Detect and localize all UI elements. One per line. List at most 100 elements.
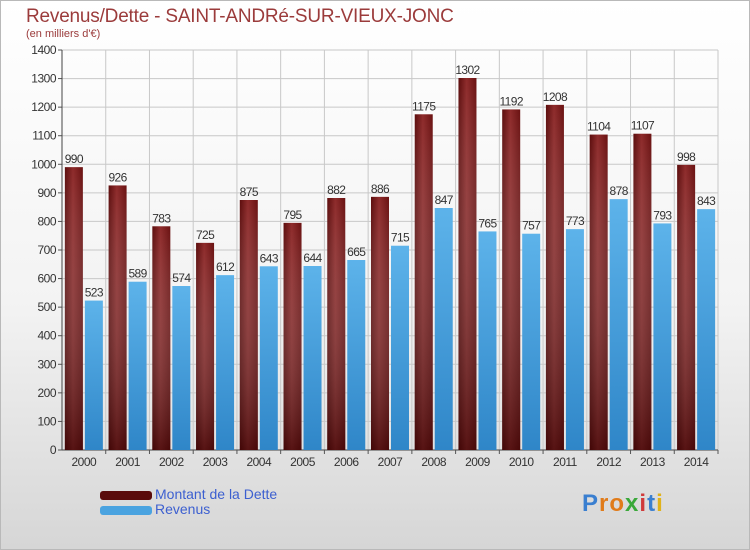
bar-debt-shade [502,109,521,450]
data-label-debt: 783 [152,211,171,225]
bar-revenue [391,245,409,450]
x-tick-label: 2008 [421,455,447,469]
data-labels: 990 523 926 589 783 574 725 612 875 643 795 644 882 6… [65,63,717,300]
data-label-revenue: 574 [172,271,191,285]
bar-debt-shade [371,196,389,450]
bar-revenue [259,266,278,450]
data-label-debt: 882 [327,183,346,197]
y-tick-label: 1300 [31,72,57,86]
y-tick-label: 800 [37,214,56,228]
bar-debt-shade [327,198,346,450]
data-label-revenue: 523 [85,286,104,300]
bar-revenue [434,208,453,450]
x-tick-label: 2011 [553,455,578,469]
x-tick-label: 2012 [596,455,622,469]
y-tick-label: 1100 [32,129,57,143]
logo-letter: r [599,490,610,517]
bar-debt-shade [283,222,302,450]
bar-revenue [347,260,366,450]
logo-letter: i [656,490,664,517]
data-label-debt: 926 [108,170,127,184]
y-tick-label: 200 [37,386,56,400]
data-label-debt: 998 [677,150,696,164]
y-tick-label: 1200 [31,100,57,114]
bar-revenue [478,231,497,450]
bar-debt-shade [633,133,652,450]
data-label-revenue: 765 [478,216,497,230]
data-label-debt: 725 [196,228,215,242]
data-label-revenue: 715 [391,231,410,245]
bar-debt-shade [545,104,564,450]
bar-debt-shade [196,242,215,450]
legend-swatch-revenue [100,506,152,515]
bar-debt-shade [589,134,608,451]
data-label-debt: 795 [283,208,302,222]
data-label-debt: 875 [240,185,259,199]
bar-revenue [697,209,716,450]
data-label-debt: 1192 [499,94,523,108]
proxiti-logo: Proxiti [582,490,664,518]
logo-letter: t [647,490,657,517]
legend-label-debt: Montant de la Dette [155,486,278,502]
data-label-revenue: 644 [303,251,322,265]
bar-revenue [172,286,191,450]
x-tick-label: 2006 [334,455,360,469]
bar-debt-shade [64,167,83,450]
bar-revenue [522,233,541,450]
data-label-debt: 1175 [412,99,436,113]
x-tick-label: 2010 [509,455,535,469]
bar-revenue [84,300,103,450]
bar-debt-shade [152,226,171,450]
bar-revenue [128,281,147,450]
bar-revenue [609,199,628,450]
bar-revenue [653,223,672,450]
axes: 0 100 200 300 400 500 600 700 800 900 1000 1100 1200… [31,43,719,469]
y-tick-label: 1000 [31,157,57,171]
y-tick-label: 500 [37,300,56,314]
bar-revenue [216,275,235,450]
data-label-revenue: 589 [128,267,147,281]
data-label-debt: 1107 [631,119,655,133]
x-tick-label: 2009 [465,455,491,469]
data-label-revenue: 793 [653,208,672,222]
y-tick-label: 300 [37,357,56,371]
bar-debt-shade [414,114,433,451]
data-label-revenue: 757 [522,219,541,233]
data-label-debt: 1104 [587,120,611,134]
logo-letter: x [625,490,640,517]
y-tick-label: 400 [37,329,56,343]
x-tick-label: 2000 [72,455,98,469]
data-label-revenue: 847 [435,193,454,207]
data-label-debt: 886 [371,182,390,196]
x-tick-label: 2001 [115,455,141,469]
x-tick-label: 2002 [159,455,185,469]
bars [64,78,716,451]
logo-letter: o [609,490,626,517]
bar-debt-shade [677,164,696,450]
data-label-revenue: 773 [566,214,585,228]
bar-debt-shade [108,185,127,450]
bar-debt-shade [458,78,477,450]
y-tick-label: 600 [37,272,56,286]
y-tick-label: 700 [37,243,56,257]
data-label-revenue: 665 [347,245,366,259]
data-label-debt: 990 [65,152,84,166]
data-label-revenue: 878 [610,184,629,198]
y-tick-label: 900 [37,186,56,200]
data-label-revenue: 843 [697,194,716,208]
x-tick-label: 2005 [290,455,316,469]
logo-letter: P [582,490,600,517]
bar-debt-shade [239,200,258,450]
y-tick-label: 0 [50,443,57,457]
y-tick-label: 1400 [31,43,57,57]
data-label-debt: 1302 [455,63,480,77]
data-label-debt: 1208 [543,90,568,104]
x-tick-label: 2007 [378,455,404,469]
legend-label-revenue: Revenus [155,501,211,517]
bar-revenue [303,266,322,450]
x-tick-label: 2014 [684,455,710,469]
chart-subtitle: (en milliers d'€) [26,28,101,40]
bar-revenue [565,229,584,450]
x-tick-label: 2004 [246,455,272,469]
